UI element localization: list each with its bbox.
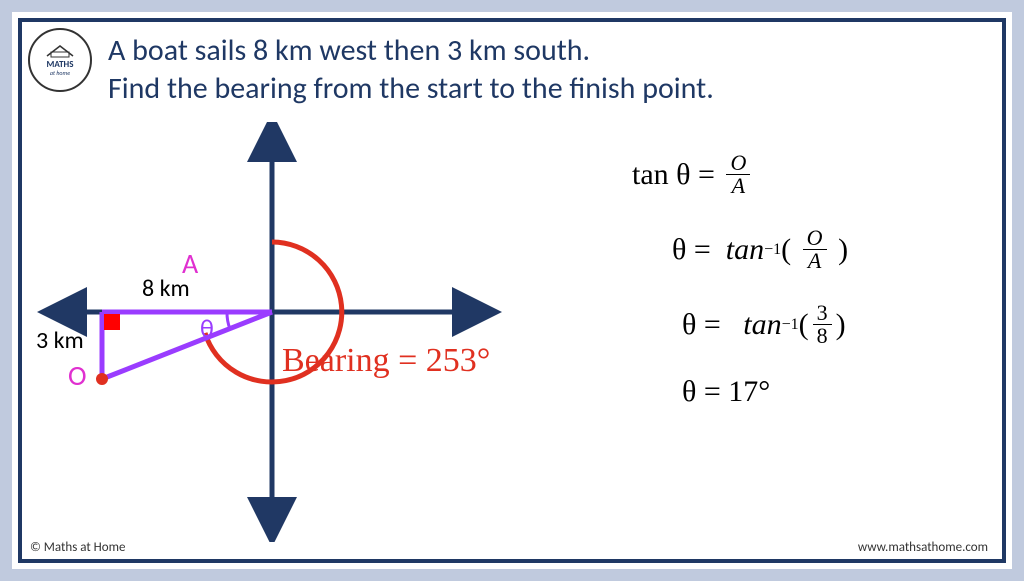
- point-O-label: O: [68, 358, 87, 393]
- bearing-diagram: A 8 km 3 km O θ: [32, 122, 552, 542]
- site-url: www.mathsathome.com: [858, 540, 988, 555]
- west-distance: 8 km: [142, 274, 190, 303]
- math-working: tan θ = OA θ = tan−1( OA ) θ = tan−1(38)…: [632, 152, 952, 437]
- theta-label: θ: [200, 312, 214, 344]
- logo: MATHS at home: [28, 28, 92, 92]
- logo-sub: at home: [50, 70, 70, 77]
- bearing-result: Bearing = 253°: [282, 342, 490, 380]
- south-distance: 3 km: [36, 326, 84, 355]
- copyright: © Maths at Home: [30, 540, 125, 555]
- question-text: A boat sails 8 km west then 3 km south. …: [108, 32, 714, 107]
